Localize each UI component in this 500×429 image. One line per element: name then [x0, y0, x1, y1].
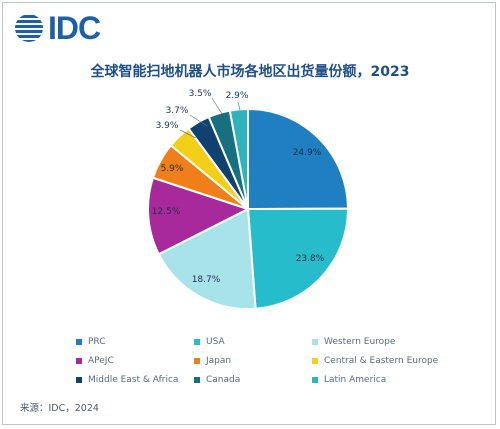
legend-label: PRC — [88, 336, 106, 347]
chart-legend: PRC USA Western Europe APeJC Japan Central & … — [76, 335, 476, 386]
legend-item: Middle East & Africa — [76, 373, 194, 386]
leader-line — [237, 101, 241, 111]
data-label: 18.7% — [192, 275, 221, 285]
source-note: 来源：IDC，2024 — [20, 403, 99, 414]
data-label: 12.5% — [152, 207, 181, 217]
legend-swatch — [312, 338, 318, 345]
leader-line — [211, 97, 223, 115]
legend-item: USA — [194, 335, 312, 348]
legend-swatch — [194, 338, 200, 345]
leader-line — [189, 114, 208, 127]
data-label: 3.9% — [156, 121, 179, 131]
legend-label: Latin America — [324, 374, 387, 385]
legend-label: USA — [206, 336, 225, 347]
legend-swatch — [76, 376, 82, 383]
legend-item: Central & Eastern Europe — [312, 354, 472, 367]
data-label: 3.7% — [166, 106, 189, 116]
legend-swatch — [76, 357, 82, 364]
legend-item: Western Europe — [312, 335, 472, 348]
data-label: 23.8% — [296, 254, 325, 264]
legend-label: Middle East & Africa — [88, 374, 179, 385]
globe-icon — [15, 15, 43, 42]
legend-label: Japan — [206, 355, 232, 366]
chart-title: 全球智能扫地机器人市场各地区出货量份额，2023 — [90, 64, 410, 80]
legend-label: Western Europe — [324, 336, 396, 347]
legend-item: Latin America — [312, 373, 472, 386]
legend-label: APeJC — [88, 355, 114, 366]
legend-label: Canada — [206, 374, 241, 385]
legend-swatch — [76, 338, 82, 345]
pie-slice-apejc — [147, 176, 251, 256]
pie-slice-latin-america — [228, 107, 249, 210]
legend-label: Central & Eastern Europe — [324, 355, 439, 366]
pie-slice-usa — [246, 207, 350, 310]
legend-swatch — [194, 357, 200, 364]
idc-logo: IDC — [14, 10, 101, 46]
legend-item: APeJC — [76, 354, 194, 367]
leader-line — [179, 129, 197, 139]
data-label: 2.9% — [226, 91, 249, 101]
legend-swatch — [312, 357, 318, 364]
data-label: 24.9% — [293, 148, 322, 158]
pie-slice-prc — [247, 107, 350, 211]
legend-item: Japan — [194, 354, 312, 367]
logo-text: IDC — [48, 10, 101, 46]
legend-swatch — [312, 376, 318, 383]
data-label: 5.9% — [161, 164, 184, 174]
legend-item: Canada — [194, 373, 312, 386]
data-label: 3.5% — [189, 89, 212, 99]
pie-slice-western-europe — [157, 207, 257, 310]
legend-item: PRC — [76, 335, 194, 348]
legend-swatch — [194, 376, 200, 383]
